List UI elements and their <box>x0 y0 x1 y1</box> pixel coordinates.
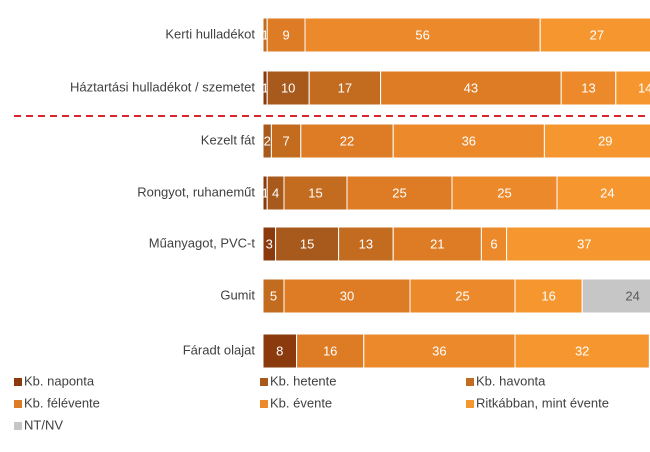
bar-segment <box>615 70 650 106</box>
bar-segment <box>514 278 583 314</box>
value-label: 1 <box>261 27 268 42</box>
legend-label: Kb. évente <box>270 395 332 410</box>
legend-label: NT/NV <box>24 417 63 432</box>
value-label: 5 <box>270 288 277 303</box>
legend-swatch <box>466 378 474 386</box>
value-label: 29 <box>598 133 612 148</box>
value-label: 9 <box>282 27 289 42</box>
bar-segment <box>556 175 650 211</box>
legend-swatch <box>14 378 22 386</box>
bar-segment <box>338 226 394 262</box>
bar-segment <box>363 333 516 369</box>
value-label: 36 <box>432 343 446 358</box>
value-label: 13 <box>581 80 595 95</box>
value-label: 15 <box>308 185 322 200</box>
value-label: 15 <box>300 236 314 251</box>
value-label: 21 <box>430 236 444 251</box>
category-label: Háztartási hulladékot / szemetet <box>70 79 255 94</box>
bar-segment <box>300 123 394 159</box>
category-label: Gumit <box>220 287 255 302</box>
value-label: 13 <box>359 236 373 251</box>
value-label: 24 <box>600 185 614 200</box>
value-label: 10 <box>281 80 295 95</box>
value-label: 16 <box>541 288 555 303</box>
legend-swatch <box>260 400 268 408</box>
bar-segment <box>266 70 310 106</box>
legend-swatch <box>466 400 474 408</box>
bar-segment <box>380 70 562 106</box>
value-label: 3 <box>266 236 273 251</box>
value-label: 8 <box>276 343 283 358</box>
bar-segment <box>560 70 617 106</box>
bar-segment <box>308 70 382 106</box>
bar-segment <box>480 226 508 262</box>
value-label: 25 <box>455 288 469 303</box>
legend-swatch <box>14 422 22 430</box>
value-label: 24 <box>625 288 639 303</box>
bar-segment <box>262 333 298 369</box>
bar-segment <box>514 333 650 369</box>
bar-segment <box>409 278 516 314</box>
bar-segment <box>392 226 482 262</box>
bar-segment <box>275 226 340 262</box>
value-label: 22 <box>340 133 354 148</box>
category-label: Műanyagot, PVC-t <box>149 235 256 250</box>
bar-segment <box>506 226 650 262</box>
value-label: 37 <box>577 236 591 251</box>
legend-swatch <box>14 400 22 408</box>
legend-label: Kb. hetente <box>270 373 337 388</box>
legend-label: Ritkábban, mint évente <box>476 395 609 410</box>
bar-segment <box>304 17 541 53</box>
value-label: 36 <box>462 133 476 148</box>
value-label: 25 <box>392 185 406 200</box>
value-label: 16 <box>323 343 337 358</box>
value-label: 14 <box>638 80 650 95</box>
value-label: 1 <box>261 185 268 200</box>
value-label: 17 <box>338 80 352 95</box>
bar-segment <box>581 278 650 314</box>
bar-segment <box>392 123 545 159</box>
category-label: Kerti hulladékot <box>165 26 255 41</box>
value-label: 32 <box>575 343 589 358</box>
value-label: 27 <box>590 27 604 42</box>
value-label: 6 <box>490 236 497 251</box>
category-label: Kezelt fát <box>201 132 256 147</box>
value-label: 4 <box>272 185 279 200</box>
bar-segment <box>543 123 650 159</box>
legend-label: Kb. félévente <box>24 395 100 410</box>
value-label: 43 <box>464 80 478 95</box>
bar-segment <box>539 17 650 53</box>
category-label: Fáradt olajat <box>183 342 256 357</box>
legend-label: Kb. naponta <box>24 373 95 388</box>
value-label: 7 <box>282 133 289 148</box>
bar-segment <box>270 123 302 159</box>
value-label: 56 <box>415 27 429 42</box>
value-label: 30 <box>340 288 354 303</box>
value-label: 1 <box>261 80 268 95</box>
value-label: 25 <box>497 185 511 200</box>
value-label: 2 <box>264 133 271 148</box>
legend-label: Kb. havonta <box>476 373 546 388</box>
bar-segment <box>283 278 411 314</box>
category-label: Rongyot, ruhaneműt <box>137 184 255 199</box>
bar-segment <box>283 175 348 211</box>
legend-swatch <box>260 378 268 386</box>
